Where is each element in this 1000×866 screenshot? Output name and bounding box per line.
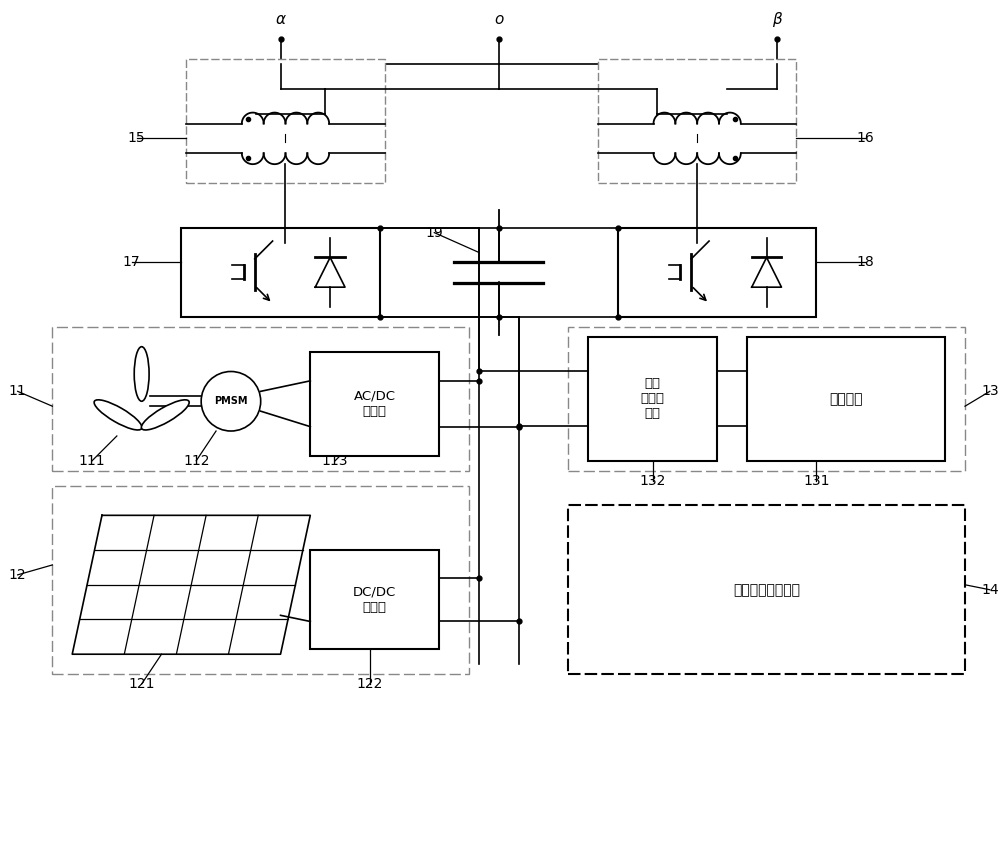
Bar	[568, 326, 965, 471]
Ellipse shape	[94, 400, 142, 430]
Text: 储能装置: 储能装置	[829, 391, 863, 406]
Text: 112: 112	[183, 454, 209, 468]
Text: 11: 11	[9, 385, 27, 398]
Bar	[310, 550, 439, 650]
Bar	[568, 506, 965, 674]
Text: 18: 18	[857, 255, 875, 269]
Bar	[618, 228, 816, 317]
Text: 131: 131	[803, 474, 829, 488]
Circle shape	[201, 372, 261, 431]
Text: o: o	[494, 12, 503, 28]
Bar	[52, 326, 469, 471]
Bar	[181, 228, 380, 317]
Text: AC/DC
变换器: AC/DC 变换器	[354, 390, 396, 417]
Text: DC/DC
变换器: DC/DC 变换器	[353, 585, 396, 614]
Text: 12: 12	[9, 568, 26, 582]
Text: 111: 111	[79, 454, 105, 468]
Text: 132: 132	[639, 474, 666, 488]
Text: 121: 121	[128, 677, 155, 691]
Text: α: α	[276, 12, 286, 28]
Bar	[747, 337, 945, 461]
Text: 113: 113	[322, 454, 348, 468]
Bar	[588, 337, 717, 461]
Ellipse shape	[134, 346, 149, 401]
Text: 14: 14	[981, 583, 999, 597]
Bar	[186, 59, 385, 183]
Text: 17: 17	[123, 255, 141, 269]
Bar	[310, 352, 439, 456]
Bar	[598, 59, 796, 183]
Ellipse shape	[141, 400, 189, 430]
Text: 16: 16	[857, 132, 875, 145]
Text: β: β	[772, 12, 781, 28]
Text: 15: 15	[128, 132, 146, 145]
Text: 双向
能量变
换器: 双向 能量变 换器	[641, 378, 665, 420]
Text: 19: 19	[425, 226, 443, 240]
Text: PMSM: PMSM	[214, 397, 248, 406]
Text: 122: 122	[357, 677, 383, 691]
Bar	[52, 486, 469, 674]
Text: 综合能量控制部分: 综合能量控制部分	[733, 583, 800, 597]
Text: 13: 13	[981, 385, 999, 398]
